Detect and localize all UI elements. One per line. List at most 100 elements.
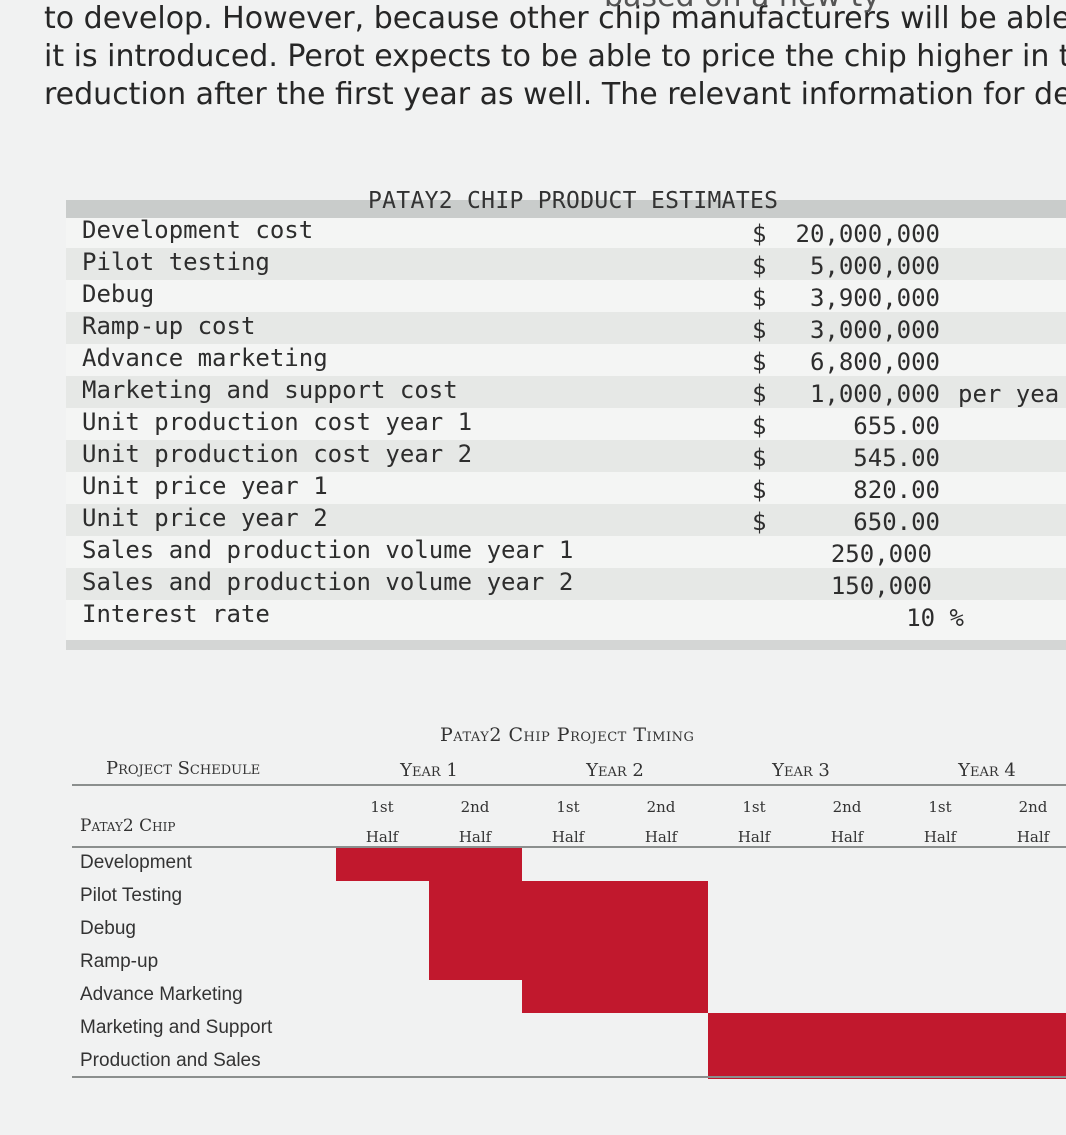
estimate-value: 250,000 <box>830 540 932 568</box>
half-word: Half <box>551 828 585 846</box>
task-label: Production and Sales <box>80 1050 261 1071</box>
estimate-row: Development cost $20,000,000 <box>66 216 1066 248</box>
estimate-row: Interest rate 10 % <box>66 600 1066 632</box>
half-label: 1st Half <box>336 792 428 852</box>
task-label: Pilot Testing <box>80 885 183 906</box>
estimate-row: Ramp-up cost $3,000,000 <box>66 312 1066 344</box>
intro-clipped-fragment: based on a new ty <box>604 0 880 16</box>
estimate-label: Sales and production volume year 2 <box>82 568 574 596</box>
estimate-row: Debug $3,900,000 <box>66 280 1066 312</box>
year-label: Year 2 <box>586 760 644 781</box>
year-label: Year 1 <box>400 760 458 781</box>
task-label: Marketing and Support <box>80 1017 273 1038</box>
estimate-label: Ramp-up cost <box>82 312 256 340</box>
timing-chart: Patay2 Chip Project Timing Project Sched… <box>68 720 1066 1080</box>
estimate-label: Marketing and support cost <box>82 376 458 404</box>
half-word: Half <box>923 828 957 846</box>
task-label: Advance Marketing <box>80 984 243 1005</box>
year-label: Year 4 <box>958 760 1016 781</box>
half-label: 2nd Half <box>615 792 707 852</box>
half-label: 1st Half <box>522 792 614 852</box>
task-bar <box>708 1013 1066 1046</box>
intro-line-3: reduction after the first year as well. … <box>44 77 1066 112</box>
intro-line-2: it is introduced. Perot expects to be ab… <box>44 39 1066 74</box>
half-word: Half <box>1016 828 1050 846</box>
intro-line-1: to develop. However, because other chip … <box>44 1 1066 36</box>
half-word: Half <box>458 828 492 846</box>
estimate-row: Unit price year 2 $650.00 <box>66 504 1066 536</box>
estimate-value: 1,000,000 <box>809 380 940 408</box>
estimate-row: Advance marketing $6,800,000 <box>66 344 1066 376</box>
half-ordinal: 1st <box>556 798 580 816</box>
task-bar <box>708 1046 1066 1079</box>
half-ordinal: 1st <box>928 798 952 816</box>
estimate-value: 650.00 <box>853 508 940 536</box>
header-rule <box>72 784 1066 786</box>
timing-title: Patay2 Chip Project Timing <box>440 724 695 746</box>
estimate-currency: $ <box>752 508 767 536</box>
half-ordinal: 2nd <box>460 798 490 816</box>
half-word: Half <box>830 828 864 846</box>
estimate-label: Development cost <box>82 216 314 244</box>
estimate-value: 10 % <box>906 604 964 632</box>
task-label: Development <box>80 852 192 873</box>
estimate-value: 5,000,000 <box>809 252 940 280</box>
bottom-rule <box>72 1076 1066 1078</box>
estimate-currency: $ <box>752 252 767 280</box>
estimate-label: Advance marketing <box>82 344 328 372</box>
task-bar <box>429 881 708 914</box>
half-ordinal: 2nd <box>1018 798 1048 816</box>
estimate-value: 3,900,000 <box>809 284 940 312</box>
half-label: 2nd Half <box>801 792 893 852</box>
estimate-value: 3,000,000 <box>809 316 940 344</box>
estimate-row: Unit production cost year 1 $655.00 <box>66 408 1066 440</box>
task-bar <box>522 980 708 1013</box>
estimate-label: Debug <box>82 280 155 308</box>
task-label: Debug <box>80 918 136 939</box>
estimate-label: Sales and production volume year 1 <box>82 536 574 564</box>
estimate-currency: $ <box>752 412 767 440</box>
estimate-value: 20,000,000 <box>795 220 941 248</box>
estimate-row: Sales and production volume year 1 250,00… <box>66 536 1066 568</box>
estimate-currency: $ <box>752 476 767 504</box>
estimate-value: 655.00 <box>853 412 940 440</box>
estimate-row: Sales and production volume year 2 150,00… <box>66 568 1066 600</box>
estimate-row: Pilot testing $5,000,000 <box>66 248 1066 280</box>
half-word: Half <box>737 828 771 846</box>
estimate-row: Unit price year 1 $820.00 <box>66 472 1066 504</box>
estimates-table: Development cost $20,000,000 Pilot testing… <box>66 188 1066 650</box>
half-label: 1st Half <box>708 792 800 852</box>
estimate-currency: $ <box>752 284 767 312</box>
estimate-value: 6,800,000 <box>809 348 940 376</box>
half-label: 1st Half <box>894 792 986 852</box>
project-schedule-label: Project Schedule <box>106 758 261 779</box>
half-label: 2nd Half <box>987 792 1066 852</box>
year-label: Year 3 <box>772 760 830 781</box>
estimates-title: PATAY2 CHIP PRODUCT ESTIMATES <box>368 188 779 214</box>
estimate-currency: $ <box>752 348 767 376</box>
estimate-label: Interest rate <box>82 600 270 628</box>
project-label: Patay2 Chip <box>80 816 176 836</box>
estimate-label: Unit price year 1 <box>82 472 328 500</box>
estimates-header-band <box>66 200 1066 218</box>
task-bar <box>429 947 708 980</box>
estimate-currency: $ <box>752 316 767 344</box>
half-ordinal: 1st <box>742 798 766 816</box>
estimate-currency: $ <box>752 220 767 248</box>
half-ordinal: 1st <box>370 798 394 816</box>
estimate-unit: per yea <box>958 380 1060 408</box>
task-label: Ramp-up <box>80 951 159 972</box>
estimate-value: 150,000 <box>830 572 932 600</box>
estimate-row: Unit production cost year 2 $545.00 <box>66 440 1066 472</box>
half-word: Half <box>644 828 678 846</box>
estimate-label: Unit price year 2 <box>82 504 328 532</box>
estimate-label: Pilot testing <box>82 248 270 276</box>
half-word: Half <box>365 828 399 846</box>
estimate-value: 545.00 <box>853 444 940 472</box>
half-ordinal: 2nd <box>646 798 676 816</box>
task-bar <box>429 914 708 947</box>
task-bar <box>336 848 522 881</box>
estimate-currency: $ <box>752 380 767 408</box>
estimate-label: Unit production cost year 2 <box>82 440 473 468</box>
estimate-value: 820.00 <box>853 476 940 504</box>
